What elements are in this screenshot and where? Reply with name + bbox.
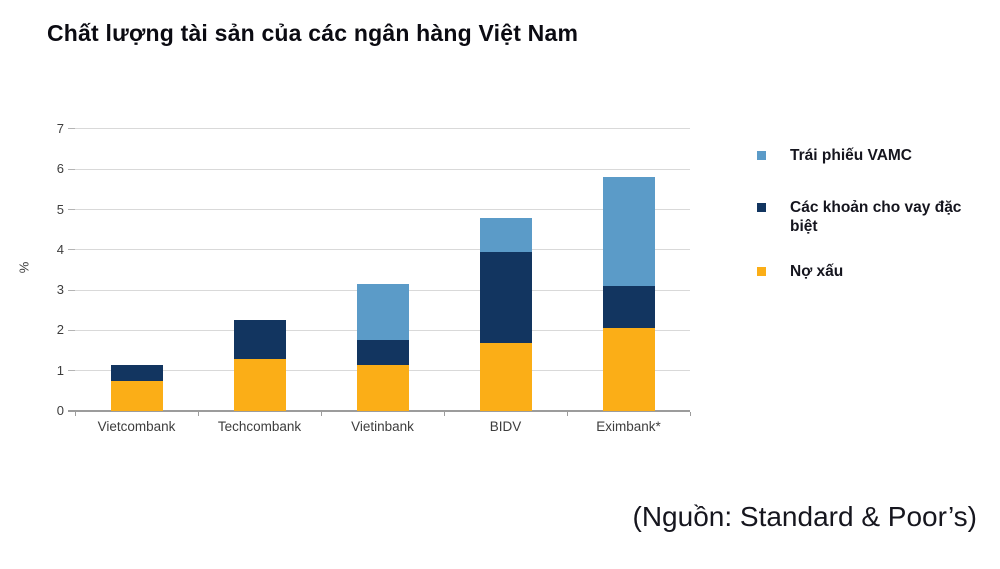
bar-segment xyxy=(356,284,409,341)
bar-segment xyxy=(233,358,286,411)
bar-stack-eximbank xyxy=(602,177,655,411)
y-tick-label: 7 xyxy=(56,120,64,136)
gridline xyxy=(68,128,690,130)
x-category-label: Vietcombank xyxy=(97,419,176,434)
bar-segment xyxy=(356,364,409,411)
chart-title: Chất lượng tài sản của các ngân hàng Việ… xyxy=(47,20,579,46)
bar-segment xyxy=(479,217,532,252)
x-category-label: Techcombank xyxy=(217,419,302,434)
legend-item: Trái phiếu VAMC xyxy=(757,146,972,165)
y-tick-label: 5 xyxy=(56,201,64,217)
bar-segment xyxy=(602,177,655,287)
bar-segment xyxy=(233,320,286,359)
bar-segment xyxy=(356,340,409,365)
axis-tick xyxy=(444,412,445,416)
legend-swatch-icon xyxy=(757,151,766,160)
bar-segment xyxy=(110,364,163,381)
y-tick-label: 6 xyxy=(56,161,64,177)
source-note: (Nguồn: Standard & Poor’s) xyxy=(632,501,978,532)
x-axis-line xyxy=(68,410,690,412)
bar-stack-bidv xyxy=(479,217,532,411)
axis-tick xyxy=(567,412,568,416)
gridline xyxy=(68,249,690,251)
gridline xyxy=(68,209,690,210)
bar-segment xyxy=(110,380,163,411)
legend-label: Các khoản cho vay đặc biệt xyxy=(790,199,962,235)
y-tick-label: 4 xyxy=(56,241,64,257)
legend-swatch-icon xyxy=(757,203,766,212)
bar-segment xyxy=(602,328,655,411)
legend: Trái phiếu VAMC Các khoản cho vay đặc biệ… xyxy=(757,146,972,281)
x-category-label: BIDV xyxy=(489,419,522,434)
legend-label: Nợ xấu xyxy=(790,263,844,280)
y-tick-label: 0 xyxy=(56,403,64,418)
bar-stack-vietinbank xyxy=(356,284,409,411)
bar-stack-techcombank xyxy=(233,320,286,411)
axis-tick xyxy=(198,412,199,416)
bar-segment xyxy=(602,286,655,329)
bar-stack-vietcombank xyxy=(110,364,163,411)
gridline xyxy=(68,168,690,170)
y-axis-unit-label: % xyxy=(16,261,32,274)
y-tick-label: 3 xyxy=(56,282,64,298)
bar-segment xyxy=(479,251,532,343)
axis-tick xyxy=(321,412,322,416)
legend-swatch-icon xyxy=(757,267,766,276)
legend-item: Nợ xấu xyxy=(757,262,972,281)
x-category-label: Eximbank* xyxy=(596,419,661,434)
y-tick-label: 2 xyxy=(56,322,64,338)
legend-label: Trái phiếu VAMC xyxy=(790,147,913,164)
axis-tick xyxy=(690,412,691,416)
x-category-label: Vietinbank xyxy=(351,419,414,434)
bar-segment xyxy=(479,342,532,411)
y-tick-label: 1 xyxy=(56,362,64,378)
axis-tick xyxy=(75,412,76,416)
legend-item: Các khoản cho vay đặc biệt xyxy=(757,198,972,236)
